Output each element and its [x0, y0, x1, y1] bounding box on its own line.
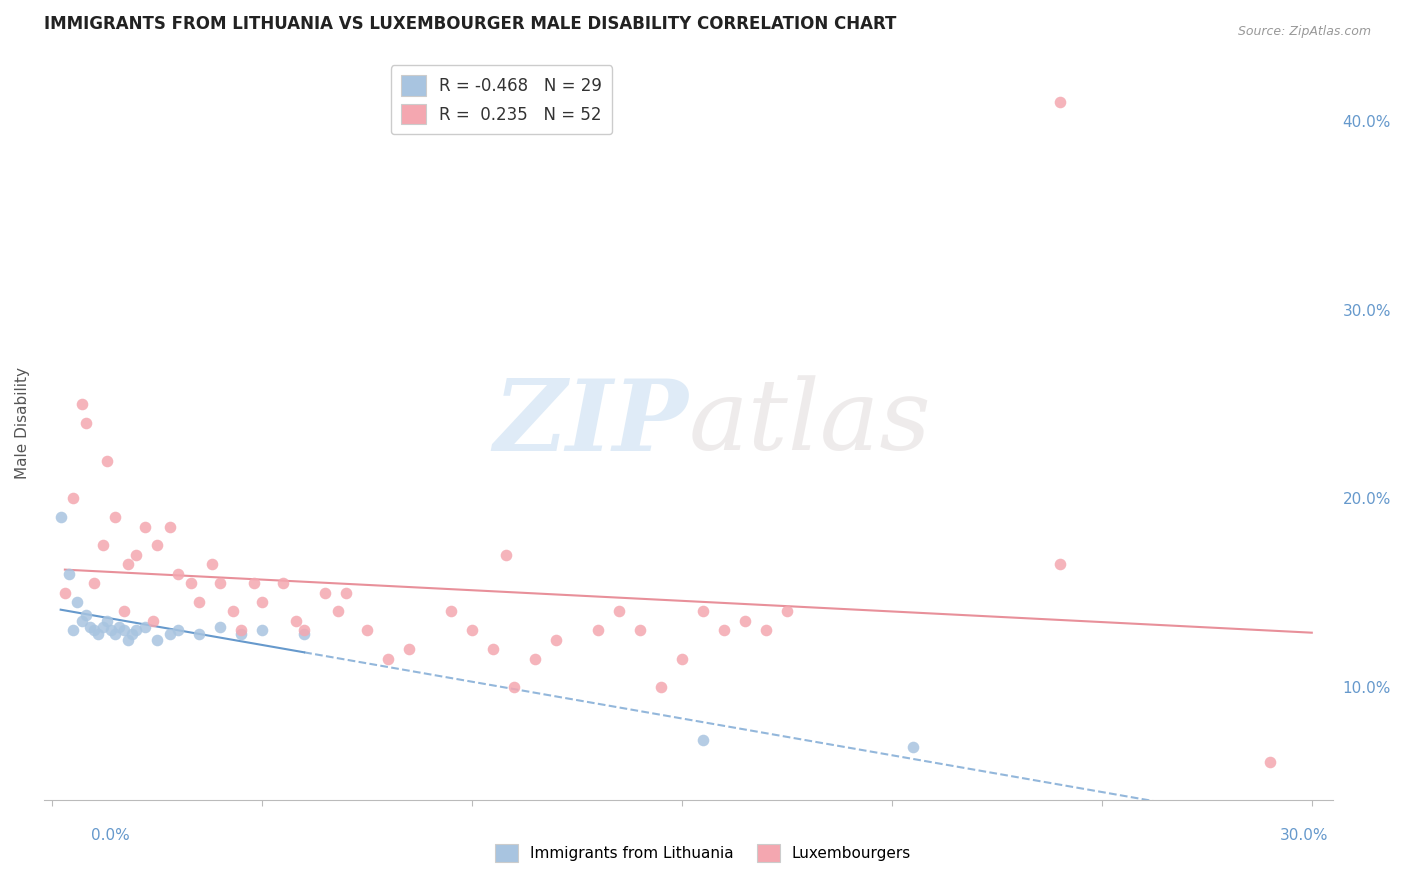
Point — [1049, 95, 1071, 110]
Point — [91, 539, 114, 553]
Point — [117, 632, 139, 647]
Point — [83, 576, 105, 591]
Point — [75, 608, 97, 623]
Point — [180, 576, 202, 591]
Point — [134, 519, 156, 533]
Point — [524, 651, 547, 665]
Point — [117, 558, 139, 572]
Text: atlas: atlas — [689, 376, 931, 470]
Point — [755, 624, 778, 638]
Point — [284, 614, 307, 628]
Point — [96, 453, 118, 467]
Point — [222, 605, 245, 619]
Point — [167, 624, 190, 638]
Point — [335, 585, 357, 599]
Point — [314, 585, 336, 599]
Point — [121, 627, 143, 641]
Point — [53, 585, 76, 599]
Point — [776, 605, 799, 619]
Point — [75, 416, 97, 430]
Point — [125, 548, 148, 562]
Point — [58, 566, 80, 581]
Text: 0.0%: 0.0% — [91, 829, 131, 843]
Point — [49, 510, 72, 524]
Point — [62, 491, 84, 506]
Point — [271, 576, 294, 591]
Point — [628, 624, 651, 638]
Point — [901, 740, 924, 755]
Point — [231, 624, 253, 638]
Point — [62, 624, 84, 638]
Point — [188, 627, 211, 641]
Legend: Immigrants from Lithuania, Luxembourgers: Immigrants from Lithuania, Luxembourgers — [489, 838, 917, 868]
Point — [292, 624, 315, 638]
Point — [243, 576, 266, 591]
Point — [146, 539, 169, 553]
Point — [96, 614, 118, 628]
Point — [398, 642, 420, 657]
Text: ZIP: ZIP — [494, 375, 689, 471]
Point — [1258, 756, 1281, 770]
Point — [692, 605, 714, 619]
Point — [66, 595, 89, 609]
Point — [112, 624, 135, 638]
Point — [209, 619, 232, 633]
Point — [734, 614, 756, 628]
Point — [79, 619, 101, 633]
Point — [671, 651, 693, 665]
Point — [70, 397, 93, 411]
Y-axis label: Male Disability: Male Disability — [15, 367, 30, 479]
Point — [100, 624, 122, 638]
Point — [482, 642, 505, 657]
Text: IMMIGRANTS FROM LITHUANIA VS LUXEMBOURGER MALE DISABILITY CORRELATION CHART: IMMIGRANTS FROM LITHUANIA VS LUXEMBOURGE… — [44, 15, 896, 33]
Point — [495, 548, 517, 562]
Point — [188, 595, 211, 609]
Point — [108, 619, 131, 633]
Point — [104, 510, 127, 524]
Legend: R = -0.468   N = 29, R =  0.235   N = 52: R = -0.468 N = 29, R = 0.235 N = 52 — [391, 65, 612, 135]
Point — [134, 619, 156, 633]
Point — [83, 624, 105, 638]
Point — [209, 576, 232, 591]
Point — [159, 519, 181, 533]
Point — [146, 632, 169, 647]
Point — [87, 627, 110, 641]
Point — [142, 614, 165, 628]
Point — [326, 605, 349, 619]
Point — [104, 627, 127, 641]
Point — [650, 680, 672, 694]
Point — [461, 624, 484, 638]
Point — [356, 624, 378, 638]
Point — [91, 619, 114, 633]
Point — [125, 624, 148, 638]
Point — [607, 605, 630, 619]
Point — [70, 614, 93, 628]
Point — [292, 627, 315, 641]
Point — [546, 632, 568, 647]
Point — [440, 605, 463, 619]
Point — [167, 566, 190, 581]
Point — [692, 732, 714, 747]
Point — [250, 624, 273, 638]
Point — [713, 624, 735, 638]
Point — [503, 680, 526, 694]
Point — [1049, 558, 1071, 572]
Point — [112, 605, 135, 619]
Text: 30.0%: 30.0% — [1281, 829, 1329, 843]
Point — [159, 627, 181, 641]
Text: Source: ZipAtlas.com: Source: ZipAtlas.com — [1237, 25, 1371, 38]
Point — [377, 651, 399, 665]
Point — [201, 558, 224, 572]
Point — [231, 627, 253, 641]
Point — [586, 624, 609, 638]
Point — [250, 595, 273, 609]
